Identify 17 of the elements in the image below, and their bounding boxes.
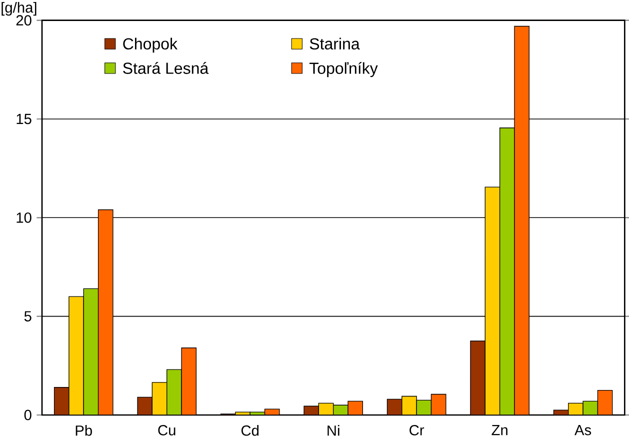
y-tick-label: 15 (16, 114, 32, 124)
legend-label: Chopok (123, 38, 178, 53)
x-tick-label: Cd (241, 425, 259, 436)
x-tick-label: Ni (328, 425, 340, 436)
x-tick-label: Cu (158, 425, 176, 436)
y-tick-label: 0 (24, 410, 32, 420)
y-axis-title: [g/ha] (2, 2, 36, 16)
y-tick-label: 10 (16, 212, 32, 223)
legend-label: Stará Lesná (123, 62, 209, 74)
legend-label: Topoľníky (309, 62, 378, 78)
y-tick-label: 20 (16, 15, 32, 26)
x-tick-label: Zn (492, 425, 508, 436)
legend-label: Starina (310, 38, 360, 50)
y-tick-label: 5 (24, 311, 32, 322)
x-tick-label: As (574, 425, 592, 436)
x-tick-label: Cr (410, 425, 424, 436)
x-tick-label: Pb (76, 425, 92, 436)
